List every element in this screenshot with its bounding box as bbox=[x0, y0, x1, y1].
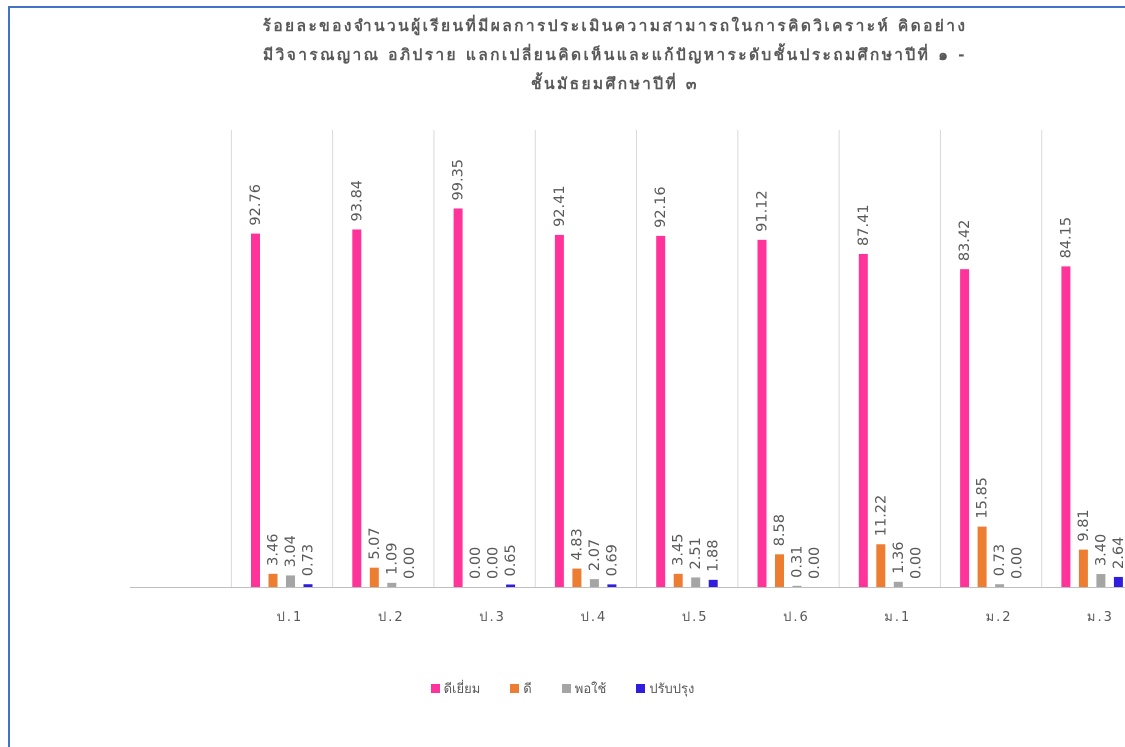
bar-3-2 bbox=[506, 584, 516, 587]
bar-1-5 bbox=[775, 554, 784, 587]
legend-label-excellent: ดีเยี่ยม bbox=[443, 682, 481, 697]
data-label-2-4: 2.51 bbox=[688, 537, 704, 569]
data-label-1-0: 3.46 bbox=[266, 534, 282, 566]
bar-2-1 bbox=[387, 582, 397, 587]
legend-swatch-fair bbox=[561, 684, 571, 693]
legend-label-improve: ปรับปรุง bbox=[649, 682, 695, 697]
legend-item-excellent: ดีเยี่ยม bbox=[430, 678, 481, 699]
data-label-1-6: 11.22 bbox=[873, 495, 889, 537]
data-label-2-8: 3.40 bbox=[1093, 534, 1109, 566]
data-label-1-7: 15.85 bbox=[975, 477, 991, 519]
legend-swatch-good bbox=[510, 684, 520, 693]
bar-3-3 bbox=[607, 584, 617, 587]
data-label-3-8: 2.64 bbox=[1111, 537, 1125, 569]
data-label-2-5: 0.31 bbox=[790, 546, 806, 578]
bar-1-6 bbox=[876, 544, 886, 587]
bar-1-8 bbox=[1078, 549, 1088, 587]
bar-1-4 bbox=[673, 573, 683, 587]
bar-0-2 bbox=[453, 208, 463, 587]
data-label-0-4: 92.16 bbox=[653, 186, 669, 228]
data-label-2-7: 0.73 bbox=[992, 544, 1008, 576]
bar-3-0 bbox=[303, 584, 313, 587]
x-tick-label: ม.3 bbox=[1087, 610, 1114, 625]
bar-1-1 bbox=[369, 567, 379, 587]
chart-title-line-2: มีวิจารณญาณ อภิปราย แลกเปลี่ยนคิดเห็นและ… bbox=[263, 46, 967, 64]
data-label-1-3: 4.83 bbox=[569, 528, 585, 560]
data-label-1-2: 0.00 bbox=[468, 547, 484, 579]
data-label-0-3: 92.41 bbox=[552, 185, 568, 227]
bar-2-5 bbox=[792, 585, 802, 587]
data-label-0-7: 83.42 bbox=[957, 220, 973, 262]
data-label-3-4: 1.88 bbox=[706, 540, 722, 572]
bar-0-4 bbox=[656, 235, 666, 587]
bar-1-0 bbox=[268, 573, 278, 587]
bar-2-0 bbox=[286, 575, 295, 587]
data-label-3-3: 0.69 bbox=[604, 544, 620, 576]
legend-swatch-excellent bbox=[430, 684, 440, 693]
bar-0-6 bbox=[858, 253, 868, 587]
data-label-1-4: 3.45 bbox=[671, 534, 687, 566]
data-label-0-6: 87.41 bbox=[856, 204, 872, 246]
chart-frame bbox=[8, 6, 1125, 747]
x-tick-label: ม.1 bbox=[884, 610, 911, 625]
data-label-2-1: 1.09 bbox=[384, 543, 400, 575]
bar-3-4 bbox=[708, 579, 718, 587]
chart-title: ร้อยละของจำนวนผู้เรียนที่มีผลการประเมินค… bbox=[150, 12, 1080, 99]
bar-0-5 bbox=[757, 239, 767, 587]
bar-2-6 bbox=[893, 581, 903, 587]
legend-item-improve: ปรับปรุง bbox=[636, 678, 694, 699]
x-tick-label: ป.4 bbox=[581, 610, 608, 625]
chart-title-line-3: ชั้นมัธยมศึกษาปีที่ ๓ bbox=[531, 75, 699, 93]
bar-1-7 bbox=[977, 526, 987, 587]
data-label-1-1: 5.07 bbox=[367, 527, 383, 559]
data-label-2-3: 2.07 bbox=[587, 539, 603, 571]
legend-swatch-improve bbox=[636, 684, 646, 693]
bar-2-7 bbox=[995, 584, 1005, 587]
bar-0-0 bbox=[251, 233, 260, 587]
data-label-0-1: 93.84 bbox=[349, 180, 365, 222]
legend-label-good: ดี bbox=[523, 682, 532, 697]
data-label-1-5: 8.58 bbox=[772, 514, 788, 546]
data-label-3-6: 0.00 bbox=[908, 547, 924, 579]
x-tick-label: ม.2 bbox=[986, 610, 1013, 625]
data-label-1-8: 9.81 bbox=[1076, 509, 1092, 541]
data-label-3-1: 0.00 bbox=[402, 547, 418, 579]
x-tick-label: ป.2 bbox=[378, 610, 405, 625]
bar-1-3 bbox=[572, 568, 582, 587]
legend-item-fair: พอใช้ bbox=[561, 678, 607, 699]
bar-0-8 bbox=[1061, 266, 1071, 587]
bar-0-3 bbox=[554, 234, 564, 587]
bar-2-3 bbox=[589, 579, 599, 587]
x-tick-label: ป.3 bbox=[479, 610, 506, 625]
data-label-2-0: 3.04 bbox=[283, 535, 299, 567]
bar-0-1 bbox=[352, 229, 362, 587]
legend-label-fair: พอใช้ bbox=[574, 682, 607, 697]
bar-2-4 bbox=[691, 577, 701, 587]
chart-title-line-1: ร้อยละของจำนวนผู้เรียนที่มีผลการประเมินค… bbox=[262, 17, 968, 35]
legend-item-good: ดี bbox=[510, 678, 532, 699]
bar-2-8 bbox=[1096, 574, 1106, 587]
data-label-3-7: 0.00 bbox=[1010, 547, 1026, 579]
data-label-0-5: 91.12 bbox=[755, 190, 771, 232]
x-tick-label: ป.5 bbox=[682, 610, 709, 625]
x-tick-label: ป.6 bbox=[783, 610, 810, 625]
data-label-3-2: 0.65 bbox=[503, 544, 519, 576]
bar-3-8 bbox=[1113, 576, 1123, 587]
data-label-0-2: 99.35 bbox=[451, 159, 467, 201]
data-label-2-6: 1.36 bbox=[891, 542, 907, 574]
legend: ดีเยี่ยม ดี พอใช้ ปรับปรุง bbox=[0, 678, 1125, 699]
bar-0-7 bbox=[960, 269, 970, 587]
data-label-2-2: 0.00 bbox=[486, 547, 502, 579]
data-label-3-5: 0.00 bbox=[807, 547, 823, 579]
data-label-3-0: 0.73 bbox=[301, 544, 317, 576]
x-tick-label: ป.1 bbox=[277, 610, 304, 625]
data-label-0-0: 92.76 bbox=[248, 184, 264, 226]
data-label-0-8: 84.15 bbox=[1058, 217, 1074, 259]
